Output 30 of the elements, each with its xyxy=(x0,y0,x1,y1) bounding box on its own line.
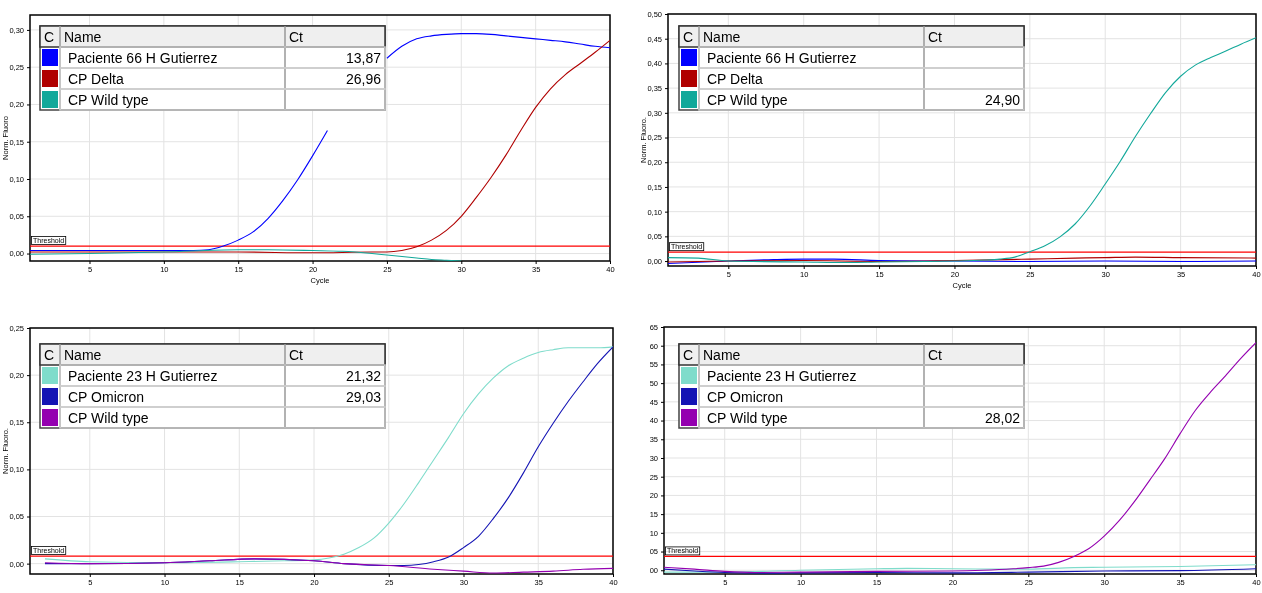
annotation: Name xyxy=(64,29,102,45)
annotation: Ct xyxy=(928,347,943,363)
legend-label: Paciente 23 H Gutierrez xyxy=(68,368,218,384)
annotation: C xyxy=(44,29,55,45)
legend-label: CP Delta xyxy=(68,71,124,87)
legend-label: CP Delta xyxy=(707,71,763,87)
legend-label: CP Omicron xyxy=(68,389,144,405)
legend-label: CP Wild type xyxy=(68,92,149,108)
legend-label: Paciente 66 H Gutierrez xyxy=(68,50,218,66)
annotation: C xyxy=(683,347,694,363)
legend-label: CP Wild type xyxy=(707,92,788,108)
legend-label: Paciente 23 H Gutierrez xyxy=(707,368,857,384)
annotation: Name xyxy=(703,347,741,363)
annotation: Ct xyxy=(289,29,304,45)
annotation: 29,03 xyxy=(345,389,382,405)
annotation: Ct xyxy=(289,347,304,363)
annotation: Name xyxy=(64,347,102,363)
legend-label: CP Wild type xyxy=(707,410,788,426)
legend-label: CP Wild type xyxy=(68,410,149,426)
annotation: Name xyxy=(703,29,741,45)
annotation: 13,87 xyxy=(345,50,382,66)
annotation: 24,90 xyxy=(984,92,1021,108)
legend-label: CP Omicron xyxy=(707,389,783,405)
legend-label: Paciente 66 H Gutierrez xyxy=(707,50,857,66)
annotation: 21,32 xyxy=(345,368,382,384)
annotation: C xyxy=(44,347,55,363)
annotation: 28,02 xyxy=(984,410,1021,426)
annotation: 26,96 xyxy=(345,71,382,87)
annotation: C xyxy=(683,29,694,45)
annotation: Ct xyxy=(928,29,943,45)
